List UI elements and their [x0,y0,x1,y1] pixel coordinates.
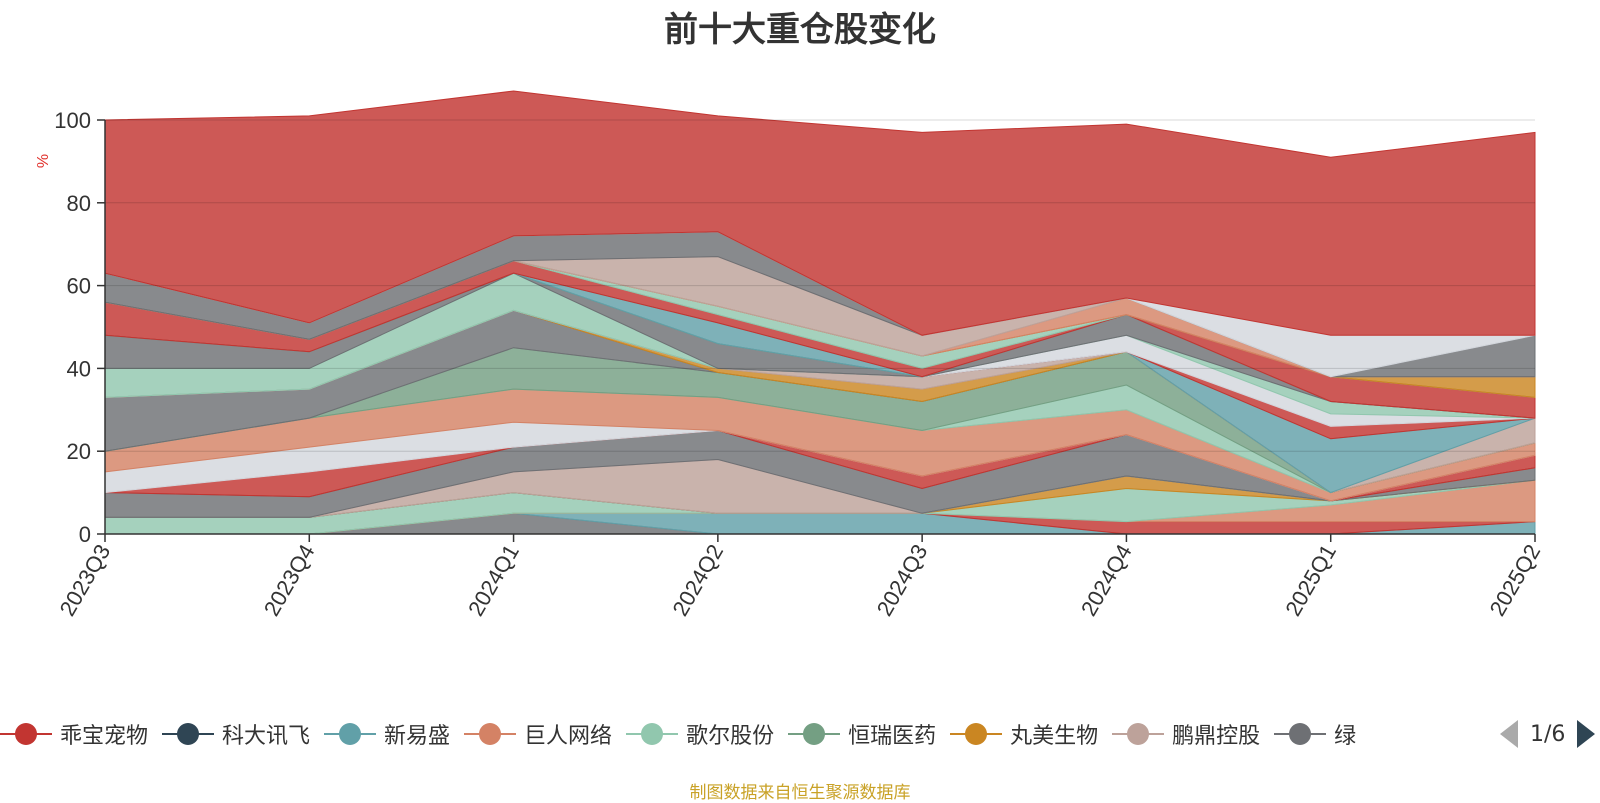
stacked-area-chart: % 0 20 40 60 80 100 2023Q3 2023Q4 2024Q1 2024Q2 20… [35,90,1546,620]
chart-title: 前十大重仓股变化 [664,10,936,50]
y-axis-label: % [35,154,52,168]
legend-item[interactable]: 丸美生物 [950,712,1098,756]
x-tick-label: 2024Q3 [872,540,933,620]
x-tick-label: 2023Q4 [259,540,320,620]
legend-item-label: 恒瑞医药 [848,724,937,749]
y-tick-label: 80 [67,191,91,216]
legend-item-label: 鹏鼎控股 [1172,724,1261,749]
legend-marker-icon [464,722,517,746]
legend-item-label: 科大讯飞 [222,724,311,749]
x-tick-label: 2025Q2 [1485,540,1546,620]
y-tick-label: 100 [54,108,91,133]
legend-marker-icon [0,722,52,746]
area-series-33 [104,90,1536,336]
legend-page-indicator: 1/6 [1530,721,1566,747]
x-tick-label: 2024Q2 [667,540,728,620]
legend-marker-icon [788,722,841,746]
legend-item[interactable]: 鹏鼎控股 [1112,712,1260,756]
x-tick-label: 2025Q1 [1280,540,1341,620]
legend-item[interactable]: 绿 [1274,712,1356,756]
legend-pager: 1/6 [1500,712,1596,756]
legend-marker-icon [1274,722,1327,746]
legend-item[interactable]: 歌尔股份 [626,712,774,756]
legend-item[interactable]: 恒瑞医药 [788,712,936,756]
legend-item-label: 丸美生物 [1010,724,1099,749]
x-tick-label: 2023Q3 [55,540,116,620]
y-tick-label: 60 [67,274,91,299]
legend-item[interactable]: 新易盛 [324,712,450,756]
y-tick-label: 0 [79,522,91,547]
legend-item-label: 新易盛 [384,724,451,749]
y-tick-label: 40 [67,356,91,381]
gridlines [105,119,1535,452]
area-series-group [104,90,1536,535]
legend-marker-icon [324,722,377,746]
legend-marker-icon [626,722,679,746]
legend-item[interactable]: 科大讯飞 [162,712,310,756]
legend-item[interactable]: 乖宝宠物 [0,712,148,756]
legend: 乖宝宠物 科大讯飞 新易盛 巨人网络 歌尔股份 恒瑞医药 丸美生物 鹏鼎控股 绿 [0,712,1478,756]
legend-item-label: 歌尔股份 [686,724,775,749]
source-note: 制图数据来自恒生聚源数据库 [689,783,911,803]
y-tick-label: 20 [67,439,91,464]
x-tick-label: 2024Q4 [1076,540,1137,620]
legend-item[interactable]: 巨人网络 [464,712,612,756]
legend-item-label: 绿 [1334,724,1357,749]
legend-marker-icon [950,722,1003,746]
legend-item-label: 乖宝宠物 [60,724,149,749]
legend-marker-icon [162,722,215,746]
legend-next-page-icon[interactable] [1577,720,1596,748]
legend-item-label: 巨人网络 [524,724,613,749]
x-tick-label: 2024Q1 [463,540,524,620]
legend-prev-page-icon[interactable] [1500,720,1518,748]
legend-marker-icon [1112,722,1165,746]
